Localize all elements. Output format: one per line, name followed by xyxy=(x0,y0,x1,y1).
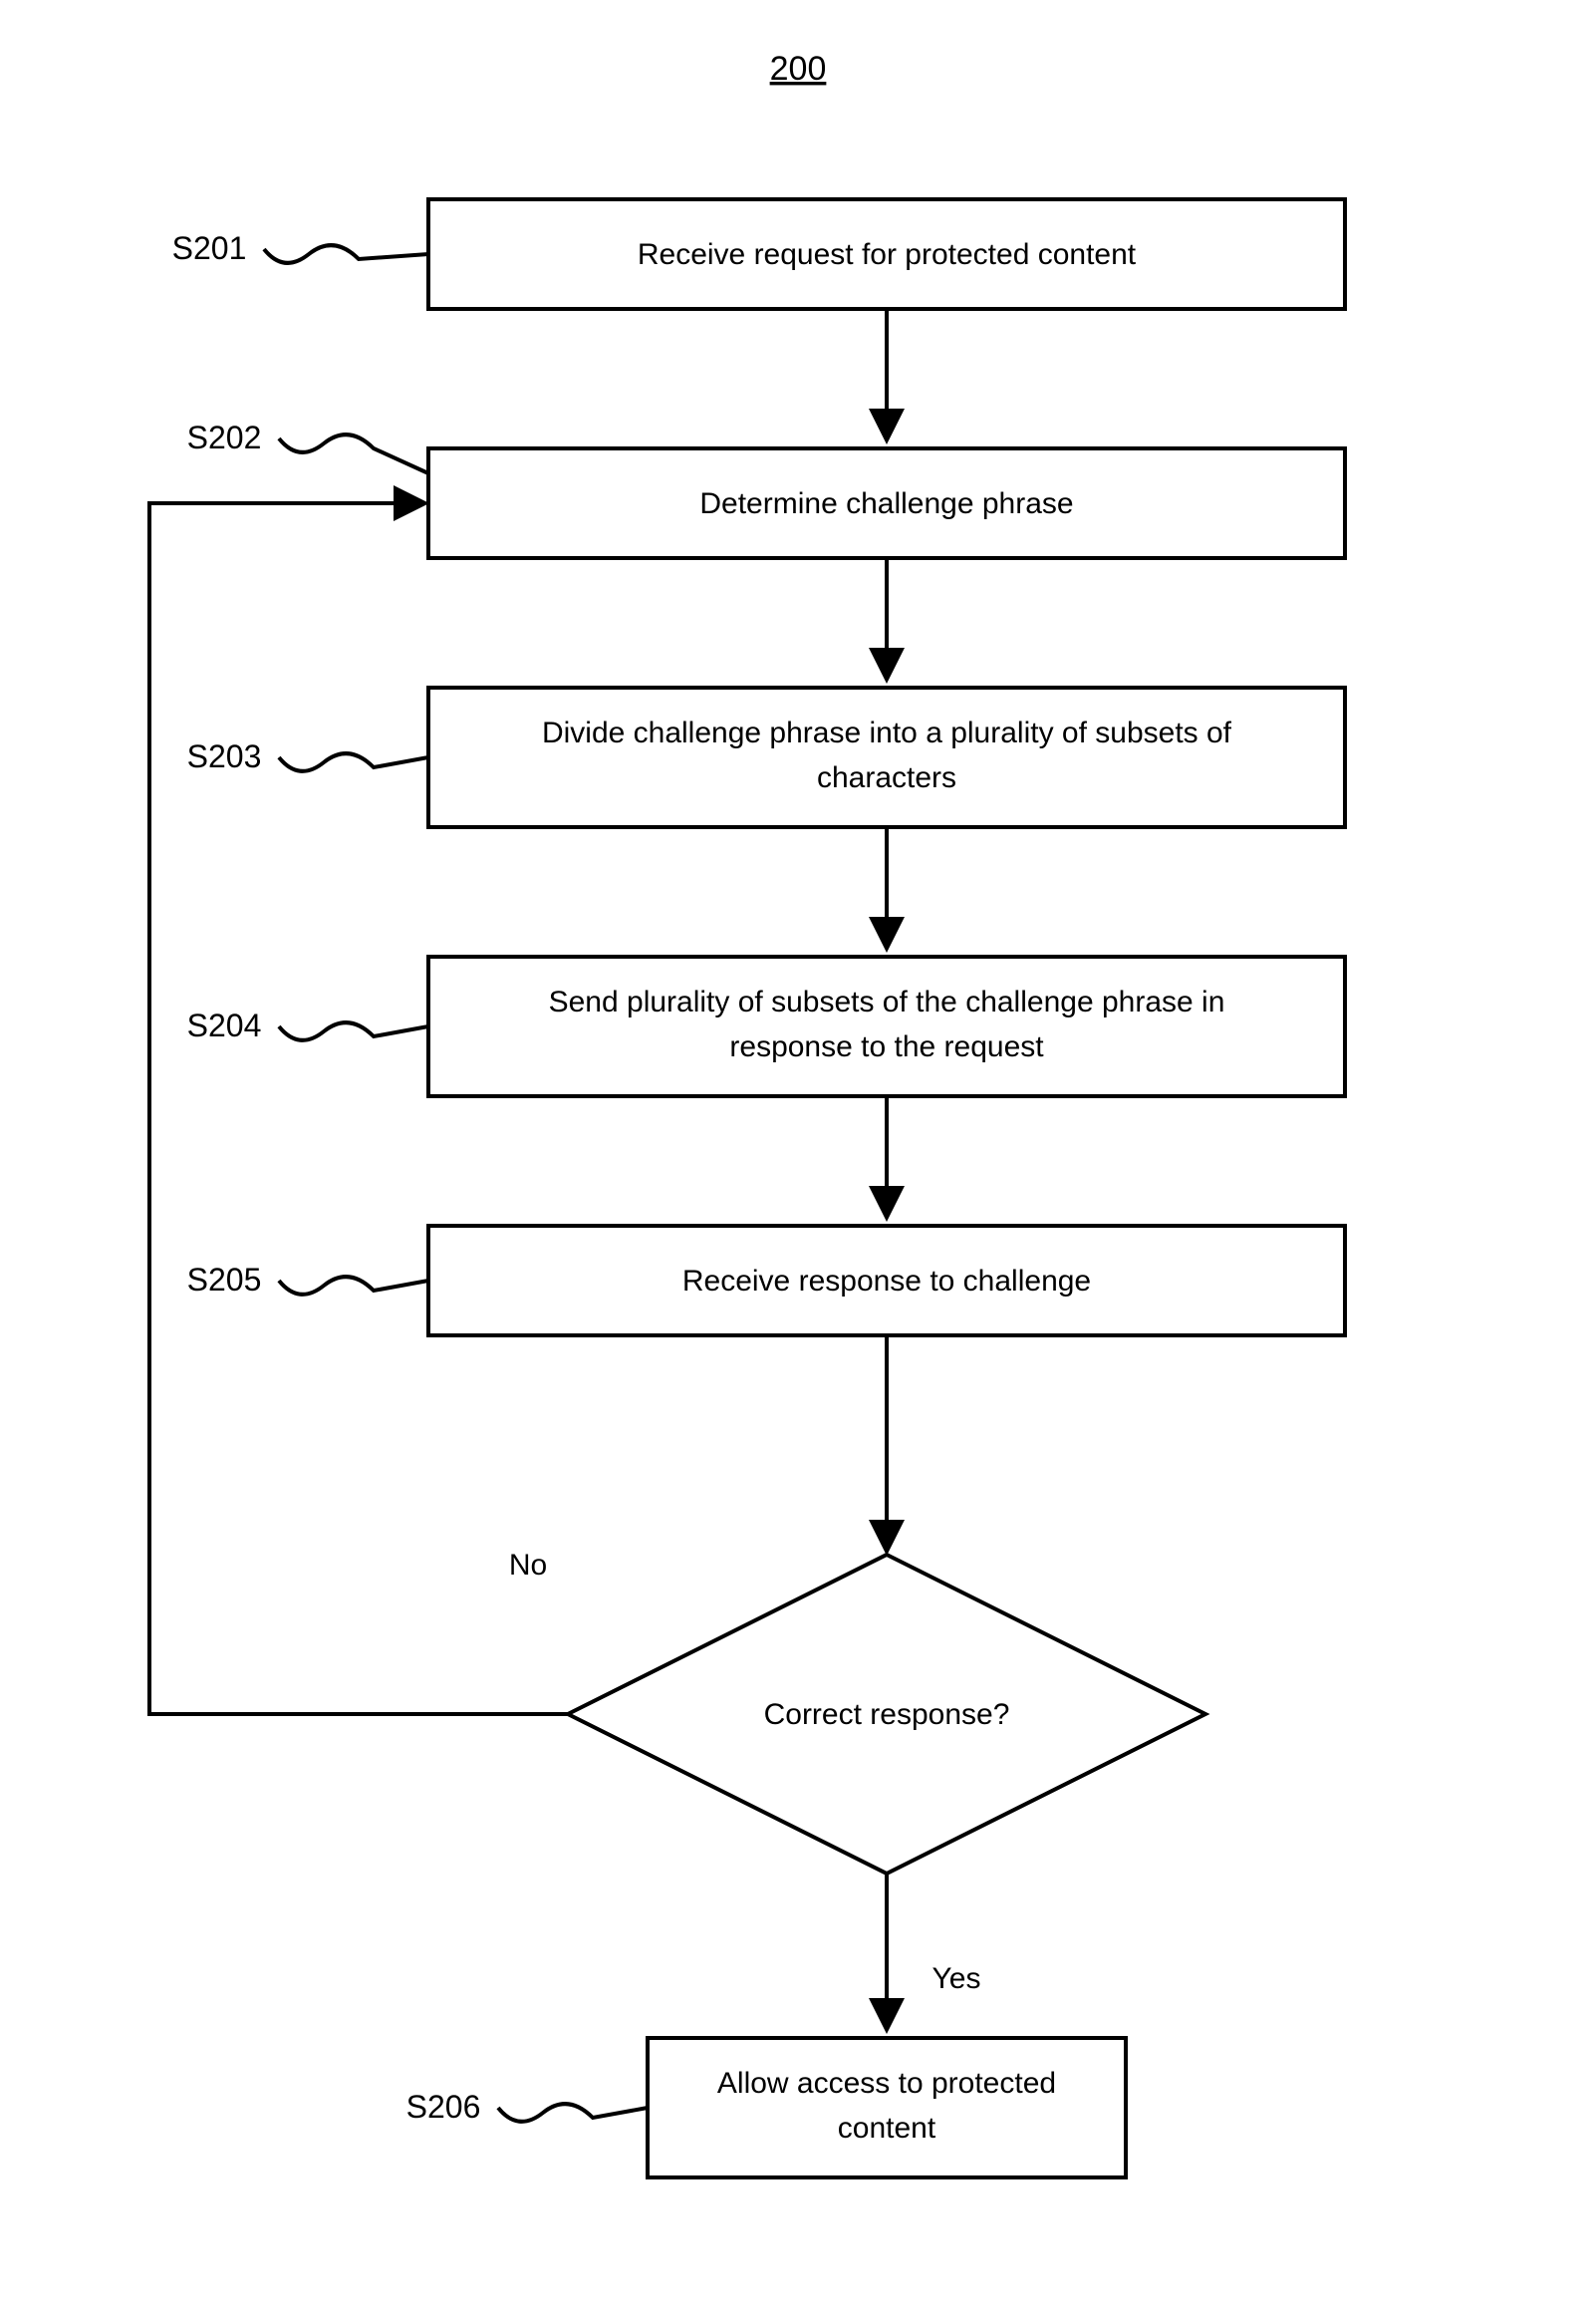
node-s204 xyxy=(428,957,1345,1096)
label-s202: S202 xyxy=(187,420,262,455)
node-s201-text: Receive request for protected content xyxy=(638,238,1137,271)
node-s204-text-2: response to the request xyxy=(729,1030,1044,1063)
flowchart: 200 Receive request for protected conten… xyxy=(0,0,1596,2316)
label-s201: S201 xyxy=(172,230,247,266)
leader-s205 xyxy=(279,1277,428,1295)
leader-s203 xyxy=(279,753,428,771)
leader-s201 xyxy=(264,245,428,263)
node-s205-text: Receive response to challenge xyxy=(682,1265,1091,1298)
node-s206-text-2: content xyxy=(838,2112,936,2145)
edge-label-yes: Yes xyxy=(932,1962,981,1995)
leader-s204 xyxy=(279,1022,428,1040)
leader-s206 xyxy=(498,2104,648,2122)
node-s206-text-1: Allow access to protected xyxy=(717,2067,1056,2100)
label-s204: S204 xyxy=(187,1008,262,1043)
node-decision-text: Correct response? xyxy=(764,1698,1010,1731)
diagram-title: 200 xyxy=(770,50,827,88)
node-s203 xyxy=(428,688,1345,827)
leader-s202 xyxy=(279,434,428,473)
node-s206 xyxy=(648,2038,1126,2177)
node-s203-text-2: characters xyxy=(817,761,956,794)
label-s206: S206 xyxy=(406,2089,481,2125)
label-s203: S203 xyxy=(187,738,262,774)
node-s202-text: Determine challenge phrase xyxy=(699,487,1073,520)
node-s204-text-1: Send plurality of subsets of the challen… xyxy=(549,986,1225,1018)
node-s203-text-1: Divide challenge phrase into a plurality… xyxy=(542,717,1232,749)
edge-dec-no xyxy=(149,503,568,1714)
edge-label-no: No xyxy=(509,1549,547,1582)
label-s205: S205 xyxy=(187,1262,262,1298)
